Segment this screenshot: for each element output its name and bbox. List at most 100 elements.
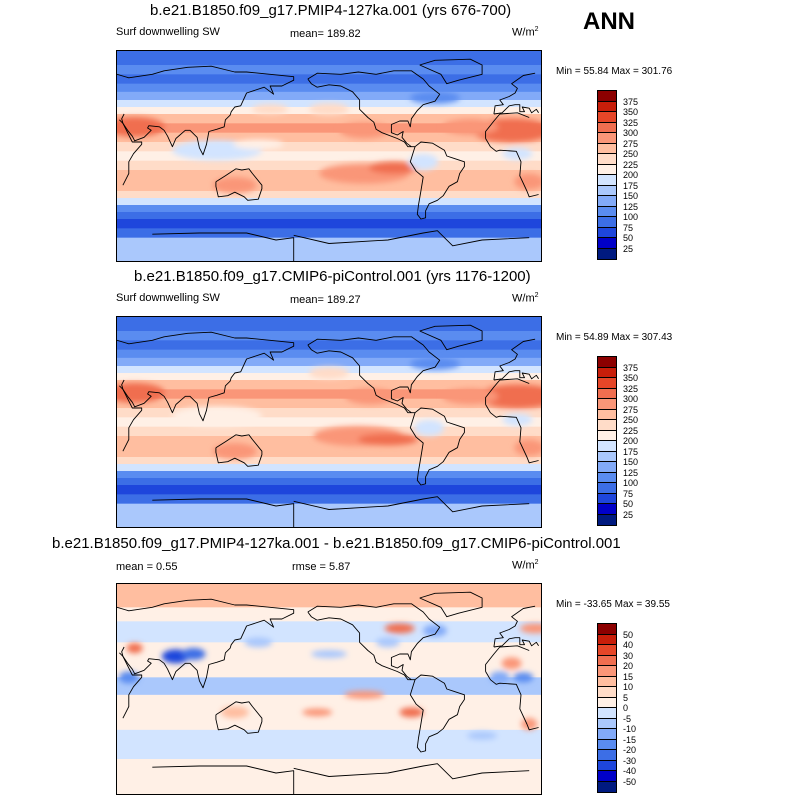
colorbar-swatch [598, 227, 616, 238]
field-anomaly [126, 643, 143, 654]
colorbar-swatch [598, 238, 616, 249]
coastline [152, 496, 530, 527]
colorbar-tick-label: -30 [623, 755, 637, 766]
panel-2-mean-label: mean= 189.27 [290, 294, 361, 306]
field-band [117, 51, 541, 66]
field-band [117, 191, 541, 199]
field-band [117, 212, 541, 220]
field-anomaly [311, 650, 347, 658]
field-band [117, 677, 541, 696]
colorbar-swatch [598, 122, 616, 133]
colorbar-tick-label: 0 [623, 703, 629, 713]
field-anomaly [344, 690, 385, 699]
field-anomaly [181, 648, 206, 660]
field-anomaly [172, 406, 263, 427]
field-band [117, 357, 541, 367]
colorbar-tick-label: 175 [623, 446, 639, 457]
field-anomaly [408, 153, 439, 170]
colorbar-tick-label: 375 [623, 362, 639, 373]
colorbar-tick-label: 40 [623, 640, 634, 650]
field-band [117, 198, 541, 206]
colorbar-tick-label: 225 [623, 425, 639, 436]
field-anomaly [309, 367, 349, 379]
colorbar-tick-label: 175 [623, 180, 639, 191]
colorbar-tick-label: 10 [623, 682, 634, 692]
field-anomaly [384, 623, 415, 634]
coastline [215, 168, 263, 201]
field-band [117, 65, 541, 75]
colorbar-tick-label: 300 [623, 128, 639, 138]
coastline [117, 65, 539, 156]
field-band [117, 74, 541, 85]
colorbar-tick-label: 25 [623, 243, 634, 254]
field-anomaly [489, 671, 510, 684]
colorbar-swatch [598, 760, 616, 771]
colorbar-swatch [598, 687, 616, 698]
colorbar-tick-label: 250 [623, 149, 639, 159]
colorbar-swatch [598, 378, 616, 389]
colorbar-tick-label: 300 [623, 394, 639, 404]
colorbar-swatch [598, 217, 616, 228]
field-anomaly [357, 433, 418, 446]
colorbar-swatch [598, 462, 616, 473]
field-band [117, 642, 541, 657]
colorbar-swatch [598, 676, 616, 687]
field-anomaly [244, 637, 273, 648]
coastline [119, 645, 539, 731]
colorbar-tick-label: -5 [623, 713, 632, 724]
colorbar-swatch [598, 697, 616, 708]
colorbar-swatch [598, 708, 616, 719]
colorbar-swatch [598, 514, 616, 525]
coastline [409, 674, 465, 753]
field-anomaly [302, 708, 333, 717]
colorbar-tick-label: 250 [623, 415, 639, 425]
field-band [117, 457, 541, 465]
colorbar-tick-label: 25 [623, 509, 634, 520]
field-band [117, 123, 541, 134]
colorbar-tick-label: 125 [623, 201, 639, 212]
field-anomaly [477, 384, 541, 409]
panel-2-variable-label: Surf downwelling SW [116, 292, 220, 304]
field-band [117, 181, 541, 192]
field-anomaly [220, 706, 249, 719]
field-band [117, 607, 541, 622]
coastline [419, 58, 483, 85]
field-band [117, 142, 541, 152]
panel-3-rmse-label: rmse = 5.87 [292, 561, 351, 573]
panel-3-map [116, 583, 542, 795]
colorbar-swatch [598, 154, 616, 165]
panel-3-units: W/m2 [512, 559, 539, 572]
field-band [117, 114, 541, 124]
colorbar-swatch [598, 248, 616, 259]
field-anomaly [520, 623, 541, 634]
colorbar-tick-label: 50 [623, 233, 634, 243]
panel-2-colorbar [597, 356, 617, 526]
panel-1-units: W/m2 [512, 26, 539, 39]
field-band [117, 471, 541, 479]
coastline [117, 331, 539, 422]
field-band [117, 317, 541, 332]
colorbar-swatch [598, 750, 616, 761]
coastline [307, 336, 441, 414]
field-band [117, 219, 541, 229]
colorbar-swatch [598, 175, 616, 186]
colorbar-swatch [598, 472, 616, 483]
colorbar-tick-label: 275 [623, 138, 639, 149]
colorbar-swatch [598, 185, 616, 196]
panel-2-units: W/m2 [512, 292, 539, 305]
panel-1-mean-label: mean= 189.82 [290, 28, 361, 40]
colorbar-swatch [598, 133, 616, 144]
colorbar-swatch [598, 357, 616, 368]
colorbar-tick-label: 225 [623, 159, 639, 170]
colorbar-swatch [598, 399, 616, 410]
colorbar-tick-label: 150 [623, 191, 639, 201]
panel-1-colorbar [597, 90, 617, 260]
field-anomaly [118, 671, 139, 684]
field-band [117, 485, 541, 495]
panel-2-title: b.e21.B1850.f09_g17.CMIP6-piControl.001 … [134, 268, 531, 285]
field-band [117, 331, 541, 341]
field-band [117, 132, 541, 143]
colorbar-tick-label: 275 [623, 404, 639, 415]
field-band [117, 91, 541, 101]
colorbar-swatch [598, 441, 616, 452]
